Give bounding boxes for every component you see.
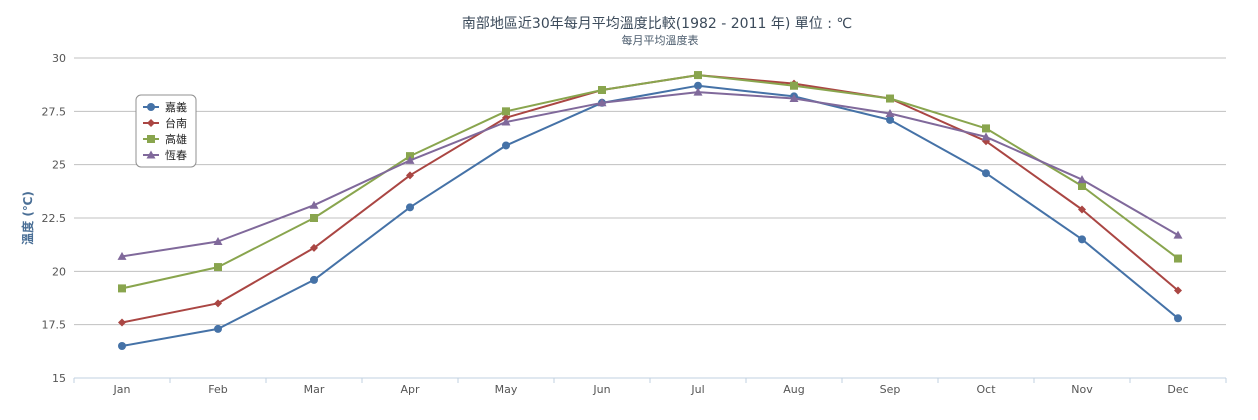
data-point (789, 94, 799, 103)
legend-marker (147, 135, 155, 143)
legend-item[interactable]: 恆春 (143, 148, 187, 162)
legend-marker (146, 150, 156, 159)
data-point (405, 155, 415, 164)
axes: 15 17.5 20 22.5 25 27.5 30 Jan Feb Mar Apr May Jun Ju… (42, 52, 1227, 396)
data-point (213, 236, 223, 245)
x-tick-label: Oct (976, 383, 996, 396)
legend-item[interactable]: 台南 (143, 116, 187, 130)
data-point (981, 132, 991, 141)
data-point (310, 275, 318, 284)
data-point (1174, 254, 1182, 263)
data-point (501, 117, 511, 126)
legend-item[interactable]: 高雄 (143, 132, 187, 146)
series-1 (118, 81, 1182, 350)
data-point (1077, 175, 1087, 184)
x-tick-label: Apr (400, 383, 420, 396)
x-tick-label: Mar (304, 383, 325, 396)
grid-lines (74, 57, 1226, 379)
data-point (1173, 230, 1183, 239)
y-tick-label: 30 (52, 52, 66, 65)
x-tick-label: Aug (783, 383, 804, 396)
data-point (982, 124, 990, 133)
x-tick-label: Jul (690, 383, 704, 396)
series-4 (117, 87, 1183, 260)
data-point (886, 115, 894, 124)
series-line (121, 74, 1179, 290)
data-point (1174, 314, 1182, 323)
data-point (117, 251, 127, 260)
data-point (118, 284, 126, 293)
y-tick-label: 17.5 (42, 319, 67, 332)
data-point (982, 169, 990, 178)
legend-marker (147, 103, 155, 111)
data-point (118, 318, 126, 327)
legend-label: 恆春 (165, 148, 187, 162)
x-tick-label: Jan (113, 383, 131, 396)
legend-label: 台南 (165, 116, 187, 130)
legend-label: 高雄 (165, 132, 187, 146)
data-point (1078, 182, 1086, 190)
data-point (214, 299, 222, 308)
series-line (121, 74, 1179, 324)
data-point (502, 141, 510, 150)
legend-marker (147, 119, 155, 127)
series-3 (118, 71, 1182, 293)
data-point (1078, 205, 1086, 214)
y-tick-label: 22.5 (42, 212, 67, 225)
x-tick-label: Feb (208, 383, 227, 396)
chart-subtitle: 每月平均溫度表 (622, 33, 699, 47)
data-point (406, 203, 414, 212)
x-tick-label: Sep (880, 383, 901, 396)
x-tick-label: Dec (1167, 383, 1188, 396)
data-point (597, 98, 607, 107)
data-point (310, 243, 318, 252)
data-point (406, 171, 414, 180)
y-tick-label: 25 (52, 159, 66, 172)
x-tick-label: Nov (1071, 383, 1093, 396)
data-point (502, 107, 510, 116)
data-point (790, 81, 798, 90)
legend-label: 嘉義 (165, 100, 187, 114)
data-point (214, 263, 222, 272)
data-point (310, 214, 318, 222)
y-tick-label: 27.5 (42, 105, 67, 118)
legend-item[interactable]: 嘉義 (143, 100, 187, 114)
x-tick-label: May (495, 383, 518, 396)
y-axis-label: 溫度 (℃) (20, 191, 35, 245)
data-point (1078, 235, 1086, 244)
data-point (694, 81, 702, 90)
y-tick-label: 15 (52, 372, 66, 385)
data-point (693, 87, 703, 96)
chart-title: 南部地區近30年每月平均溫度比較(1982 - 2011 年) 單位 : ℃ (462, 16, 852, 32)
y-tick-label: 20 (52, 265, 66, 278)
data-point (886, 94, 894, 103)
data-point (1174, 286, 1182, 295)
data-point (118, 342, 126, 350)
x-tick-label: Jun (592, 383, 610, 396)
data-point (598, 86, 606, 94)
data-point (309, 200, 319, 209)
series-group (117, 71, 1183, 350)
series-line (121, 91, 1179, 258)
series-line (121, 84, 1179, 347)
data-point (694, 71, 702, 80)
legend-box (135, 94, 197, 168)
data-point (214, 324, 222, 333)
data-point (885, 108, 895, 117)
